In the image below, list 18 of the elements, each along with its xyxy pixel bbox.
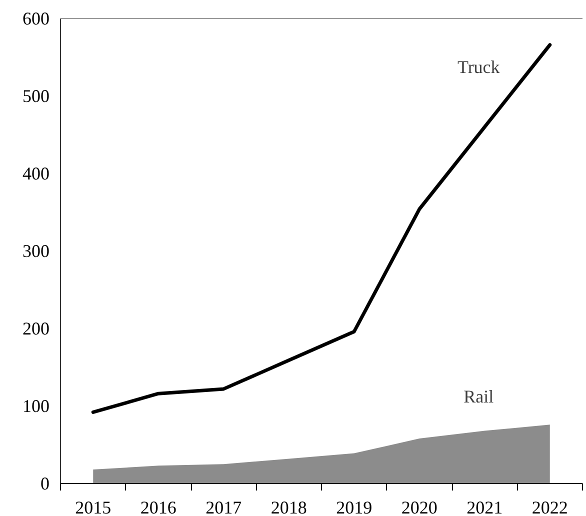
y-tick-label: 0	[40, 474, 50, 494]
y-tick-label: 400	[22, 164, 50, 184]
x-tick-label: 2022	[532, 498, 568, 516]
series-label: Truck	[457, 56, 500, 77]
x-tick-label: 2018	[270, 498, 307, 516]
x-tick-label: 2016	[140, 498, 176, 516]
y-tick-label: 100	[22, 396, 50, 416]
x-tick-label: 2020	[401, 498, 438, 516]
x-tick-label: 2015	[75, 498, 112, 516]
series-label: Rail	[464, 386, 494, 407]
y-tick-label: 500	[22, 86, 50, 106]
line-series	[91, 43, 552, 414]
y-tick-label: 300	[22, 241, 50, 261]
y-tick-label: 200	[22, 318, 50, 338]
x-tick-label: 2017	[206, 498, 242, 516]
y-tick-label: 600	[22, 8, 50, 28]
x-tick-label: 2019	[336, 498, 372, 516]
x-tick-label: 2021	[466, 498, 503, 516]
